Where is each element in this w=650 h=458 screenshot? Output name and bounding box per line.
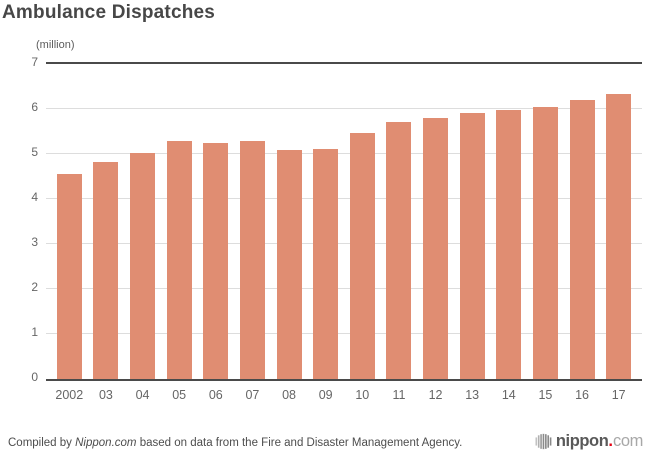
bar-15	[532, 106, 558, 379]
bar-slot-11	[381, 64, 418, 379]
gridline-1	[46, 333, 642, 334]
gridline-6	[46, 108, 642, 109]
bar-17	[606, 93, 632, 379]
bar-slot-08	[271, 64, 308, 379]
y-tick-label-6: 6	[31, 100, 38, 114]
y-axis-unit-label: (million)	[36, 39, 75, 51]
bar-12	[423, 118, 449, 379]
y-tick-label-7: 7	[31, 55, 38, 69]
bar-slot-03	[88, 64, 125, 379]
bar-09	[313, 148, 339, 379]
page-title: Ambulance Dispatches	[2, 2, 216, 23]
bar-10	[349, 133, 375, 379]
bar-slot-13	[454, 64, 491, 379]
x-tick-label-16: 16	[575, 388, 590, 402]
y-tick-label-0: 0	[31, 370, 38, 384]
x-tick-label-14: 14	[501, 388, 516, 402]
y-tick-label-2: 2	[31, 280, 38, 294]
x-tick-label-04: 04	[135, 388, 150, 402]
gridline-2	[46, 288, 642, 289]
bar-14	[496, 109, 522, 379]
bar-slot-09	[307, 64, 344, 379]
y-tick-label-1: 1	[31, 325, 38, 339]
x-tick-label-2002: 2002	[55, 388, 84, 402]
x-tick-label-03: 03	[98, 388, 113, 402]
x-tick-label-15: 15	[538, 388, 553, 402]
gridline-3	[46, 243, 642, 244]
bar-slot-05	[161, 64, 198, 379]
y-axis-tick-labels: 0 1 2 3 4 5 6 7	[0, 56, 46, 383]
x-tick-label-05: 05	[172, 388, 187, 402]
x-tick-label-07: 07	[245, 388, 260, 402]
y-tick-label-3: 3	[31, 235, 38, 249]
bar-slot-06	[198, 64, 235, 379]
x-tick-label-12: 12	[428, 388, 443, 402]
bar-13	[459, 113, 485, 379]
footer: Compiled by Nippon.com based on data fro…	[0, 430, 650, 458]
nippon-globe-icon	[535, 433, 552, 450]
bar-05	[166, 141, 192, 379]
x-tick-label-17: 17	[611, 388, 626, 402]
source-note: Compiled by Nippon.com based on data fro…	[8, 437, 462, 449]
gridline-5	[46, 153, 642, 154]
bar-06	[203, 143, 229, 379]
source-brand: Nippon.com	[75, 437, 137, 449]
bar-slot-07	[234, 64, 271, 379]
source-suffix: based on data from the Fire and Disaster…	[136, 437, 463, 449]
plot-area	[46, 62, 642, 381]
logo-tld: com	[613, 432, 643, 451]
bar-slot-17	[600, 64, 637, 379]
bar-03	[93, 161, 119, 379]
x-tick-label-08: 08	[282, 388, 297, 402]
bar-slot-16	[564, 64, 601, 379]
bar-16	[569, 99, 595, 379]
bar-08	[276, 149, 302, 379]
bar-slot-2002	[51, 64, 88, 379]
logo-dot: .	[608, 432, 614, 451]
x-axis-tick-labels: 2002 03 04 05 06 07 08 09 10 11 12 13 14 15 16 17	[46, 388, 642, 402]
bar-slot-15	[527, 64, 564, 379]
bar-07	[239, 140, 265, 379]
gridline-4	[46, 198, 642, 199]
bar-04	[130, 152, 156, 379]
y-tick-label-5: 5	[31, 145, 38, 159]
bar-slot-14	[491, 64, 528, 379]
bar-slot-12	[417, 64, 454, 379]
bar-series	[46, 64, 642, 379]
source-prefix: Compiled by	[8, 437, 76, 449]
bar-2002	[56, 173, 82, 379]
x-tick-label-09: 09	[318, 388, 333, 402]
x-tick-label-11: 11	[392, 388, 406, 402]
x-tick-label-10: 10	[355, 388, 370, 402]
x-tick-label-13: 13	[465, 388, 480, 402]
bar-slot-04	[124, 64, 161, 379]
x-tick-label-06: 06	[208, 388, 223, 402]
y-tick-label-4: 4	[31, 190, 38, 204]
logo-name: nippon	[555, 432, 609, 451]
bar-slot-10	[344, 64, 381, 379]
nippon-logo: nippon. com	[535, 433, 643, 450]
bar-11	[386, 122, 412, 379]
